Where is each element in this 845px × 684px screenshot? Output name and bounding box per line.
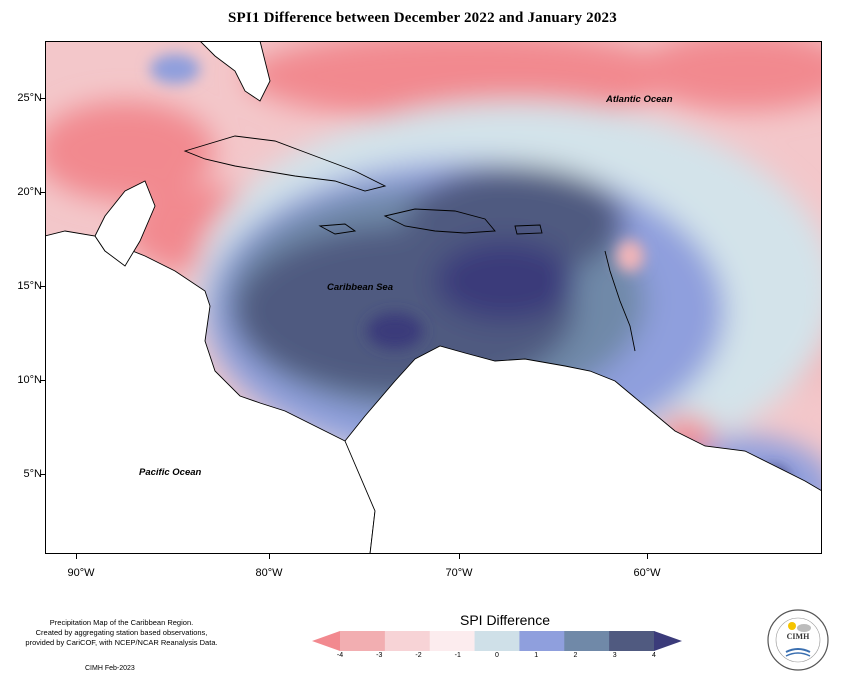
wet-spot-bahamas <box>150 54 200 84</box>
legend-label: 3 <box>612 652 617 659</box>
yucatan <box>94 180 156 267</box>
y-tick <box>40 98 45 99</box>
y-axis-label: 10°N <box>17 374 42 386</box>
y-axis-label: 20°N <box>17 186 42 198</box>
legend-label: 0 <box>495 652 499 659</box>
legend-swatch-min <box>312 631 340 651</box>
cuba-outline <box>183 135 387 192</box>
hispaniola-outline <box>383 208 496 234</box>
legend-swatch <box>519 631 565 651</box>
pacific-ocean-label: Pacific Ocean <box>139 467 202 478</box>
legend-swatch <box>609 631 655 651</box>
credit-line: provided by CariCOF, with NCEP/NCAR Rean… <box>25 638 218 647</box>
x-tick <box>269 554 270 559</box>
y-axis-label: 5°N <box>23 468 42 480</box>
x-axis-label: 80°W <box>255 567 283 579</box>
legend-swatch-max <box>654 631 682 651</box>
credit-text: Precipitation Map of the Caribbean Regio… <box>14 618 229 648</box>
x-tick <box>647 554 648 559</box>
very-wet-zone-hispaniola <box>405 166 625 276</box>
logo-label: CIMH <box>786 632 810 641</box>
spi-difference-map <box>45 41 822 554</box>
map-frame <box>45 41 822 554</box>
caribbean-sea-label: Caribbean Sea <box>327 282 393 293</box>
x-tick <box>459 554 460 559</box>
cimh-logo <box>767 609 829 671</box>
legend-swatch <box>384 631 431 651</box>
x-axis-label: 60°W <box>633 567 661 579</box>
extreme-wet-spot-venezuela <box>367 313 423 349</box>
legend-label: -1 <box>454 652 461 659</box>
credit-line: Created by aggregating station based obs… <box>35 628 208 637</box>
legend-colorbar <box>312 631 682 651</box>
legend-title: SPI Difference <box>459 612 550 628</box>
dry-zone-bahamas <box>245 41 685 121</box>
legend-swatch <box>429 631 476 651</box>
legend-label: -3 <box>376 652 383 659</box>
legend-label: 2 <box>573 652 578 659</box>
y-tick <box>40 192 45 193</box>
x-axis-label: 90°W <box>67 567 95 579</box>
legend-swatch <box>474 631 520 651</box>
x-tick <box>76 554 77 559</box>
island-outlines <box>183 135 636 352</box>
south-america <box>344 345 822 554</box>
legend-label: 4 <box>652 652 656 659</box>
map-title: SPI1 Difference between December 2022 an… <box>228 10 617 26</box>
y-axis-label: 15°N <box>17 280 42 292</box>
dry-spot-lesser-antilles <box>616 240 644 272</box>
legend-label: -2 <box>415 652 422 659</box>
dry-zone-gulf <box>45 101 215 201</box>
x-axis-label: 70°W <box>445 567 473 579</box>
dry-zone-atlantic-ne <box>635 41 822 111</box>
lesser-antilles-outline <box>604 250 636 352</box>
legend-swatch <box>564 631 610 651</box>
extreme-wet-core <box>435 241 575 321</box>
credit-line: Precipitation Map of the Caribbean Regio… <box>49 618 194 627</box>
y-tick <box>40 474 45 475</box>
legend-label: 1 <box>534 652 539 659</box>
legend-swatch <box>340 631 386 651</box>
y-tick <box>40 286 45 287</box>
credit-date: CIMH Feb-2023 <box>85 665 135 672</box>
puerto-rico-outline <box>514 224 543 235</box>
atlantic-ocean-label: Atlantic Ocean <box>606 94 673 105</box>
jamaica-outline <box>318 223 357 235</box>
land-masses <box>45 41 822 554</box>
y-tick <box>40 380 45 381</box>
florida <box>199 41 271 102</box>
legend-label: -4 <box>336 652 344 659</box>
y-axis-label: 25°N <box>17 92 42 104</box>
